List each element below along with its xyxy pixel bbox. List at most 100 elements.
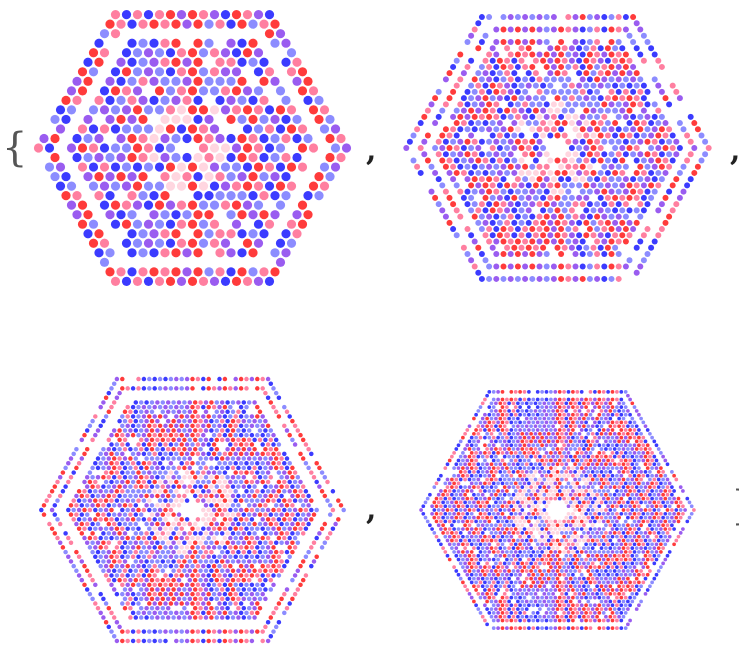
- lattice-dot: [275, 29, 286, 39]
- lattice-dot: [579, 151, 586, 158]
- lattice-dot: [454, 462, 459, 467]
- lattice-dot: [265, 470, 271, 475]
- lattice-dot: [619, 45, 626, 52]
- lattice-dot: [547, 57, 554, 64]
- lattice-dot: [314, 554, 319, 560]
- lattice-dot: [252, 577, 257, 583]
- lattice-dot: [509, 473, 514, 478]
- lattice-dot: [500, 275, 507, 282]
- lattice-dot: [612, 470, 617, 474]
- separator-comma-1: ,: [366, 133, 377, 168]
- lattice-dot: [319, 162, 330, 172]
- lattice-dot: [604, 145, 611, 151]
- lattice-dot: [435, 88, 442, 95]
- lattice-dot: [287, 498, 292, 503]
- lattice-dot: [493, 63, 500, 70]
- lattice-dot: [500, 188, 507, 195]
- lattice-dot: [174, 376, 179, 382]
- lattice-dot: [163, 563, 168, 569]
- lattice-dot: [255, 442, 260, 447]
- lattice-dot: [236, 577, 241, 583]
- lattice-dot: [543, 126, 550, 133]
- lattice-dot: [535, 481, 540, 486]
- lattice-dot: [57, 475, 63, 480]
- lattice-dot: [597, 435, 602, 440]
- lattice-dot: [253, 48, 264, 58]
- lattice-dot: [160, 577, 166, 583]
- lattice-dot: [174, 460, 179, 466]
- lattice-dot: [572, 263, 579, 270]
- lattice-dot: [446, 219, 453, 226]
- lattice-dot: [551, 485, 555, 489]
- lattice-dot: [656, 447, 661, 451]
- lattice-dot: [292, 133, 302, 144]
- lattice-dot: [483, 428, 487, 432]
- lattice-dot: [182, 605, 187, 611]
- lattice-dot: [187, 456, 193, 461]
- lattice-dot: [260, 489, 265, 494]
- lattice-dot: [564, 447, 569, 451]
- lattice-dot: [125, 451, 130, 457]
- lattice-dot: [557, 458, 562, 463]
- lattice-dot: [518, 95, 525, 102]
- lattice-dot: [311, 475, 317, 480]
- lattice-dot: [116, 133, 126, 144]
- lattice-dot: [493, 39, 500, 45]
- lattice-dot: [599, 462, 604, 467]
- lattice-dot: [98, 404, 103, 410]
- lattice-dot: [109, 479, 114, 485]
- lattice-dot: [160, 38, 170, 48]
- lattice-dot: [141, 470, 147, 475]
- lattice-dot: [176, 418, 182, 424]
- lattice-dot: [68, 475, 74, 480]
- lattice-dot: [571, 405, 575, 409]
- lattice-dot: [453, 232, 460, 239]
- lattice-dot: [290, 521, 295, 527]
- lattice-dot: [163, 601, 168, 606]
- lattice-dot: [271, 498, 276, 503]
- lattice-dot: [214, 446, 220, 452]
- lattice-dot: [518, 194, 525, 201]
- lattice-dot: [225, 446, 230, 452]
- lattice-dot: [496, 397, 500, 402]
- lattice-dot: [105, 171, 115, 182]
- lattice-dot: [450, 500, 454, 505]
- lattice-dot: [284, 605, 290, 611]
- lattice-dot: [621, 439, 626, 444]
- lattice-dot: [231, 10, 242, 20]
- lattice-dot: [141, 638, 147, 644]
- lattice-dot: [198, 540, 203, 545]
- lattice-dot: [450, 126, 457, 133]
- lattice-dot: [698, 157, 705, 164]
- lattice-dot: [157, 507, 163, 513]
- lattice-dot: [486, 76, 493, 83]
- lattice-dot: [538, 416, 542, 421]
- lattice-dot: [489, 244, 496, 251]
- lattice-dot: [612, 57, 619, 64]
- lattice-dot: [597, 95, 604, 102]
- lattice-dot: [669, 157, 676, 164]
- lattice-dot: [226, 248, 236, 258]
- lattice-dot: [253, 67, 264, 77]
- lattice-dot: [450, 138, 457, 145]
- lattice-dot: [502, 431, 507, 436]
- lattice-dot: [68, 512, 74, 517]
- lattice-dot: [117, 549, 122, 555]
- lattice-dot: [249, 470, 255, 475]
- lattice-dot: [482, 32, 489, 39]
- lattice-dot: [198, 181, 209, 191]
- lattice-dot: [565, 238, 572, 245]
- lattice-dot: [71, 451, 76, 457]
- lattice-dot: [209, 493, 214, 499]
- lattice-dot: [226, 267, 236, 277]
- lattice-dot: [230, 521, 236, 527]
- lattice-dot: [483, 481, 487, 486]
- open-brace: {: [2, 125, 28, 171]
- lattice-dot: [524, 401, 529, 406]
- lattice-dot: [238, 376, 244, 382]
- lattice-dot: [586, 213, 593, 220]
- lattice-dot: [176, 549, 182, 555]
- lattice-dot: [555, 416, 560, 421]
- lattice-dot: [116, 210, 126, 220]
- lattice-dot: [476, 447, 481, 451]
